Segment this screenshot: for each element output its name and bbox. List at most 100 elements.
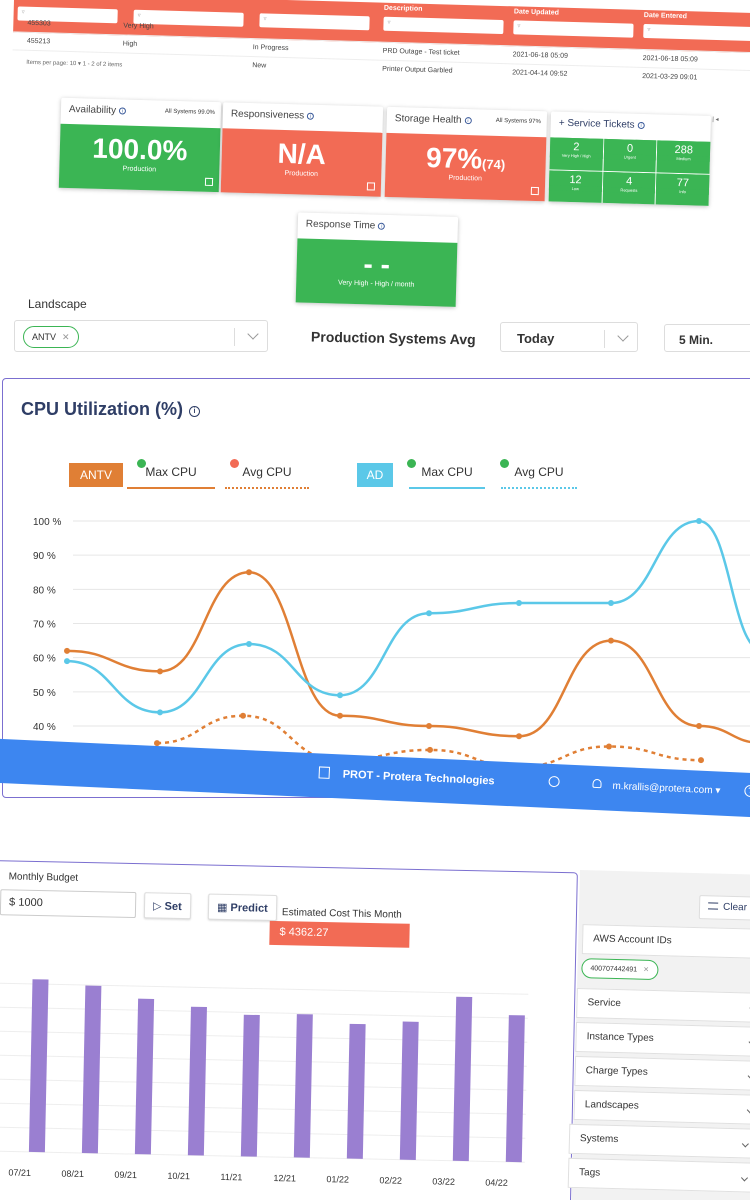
data-point[interactable] <box>64 647 70 654</box>
responsiveness-tile[interactable]: Responsiveness i N/A Production <box>220 102 384 197</box>
user-menu[interactable]: m.krallis@protera.com ▾ <box>612 780 721 797</box>
close-icon[interactable]: ✕ <box>62 332 70 342</box>
data-point[interactable] <box>427 746 433 753</box>
landscapes-filter[interactable]: Landscapes <box>573 1089 750 1125</box>
external-link-icon[interactable] <box>204 177 214 187</box>
col-date-entered[interactable]: Date Entered <box>643 11 688 21</box>
ticket-priority: High <box>122 40 138 48</box>
aws-account-ids-filter[interactable]: AWS Account IDs <box>581 924 750 960</box>
charge-types-filter[interactable]: Charge Types <box>574 1055 750 1091</box>
chevron-down-icon[interactable] <box>741 1140 749 1148</box>
data-point[interactable] <box>157 668 163 675</box>
external-link-icon[interactable] <box>530 186 539 196</box>
data-point[interactable] <box>246 641 252 647</box>
data-point[interactable] <box>64 658 70 665</box>
help-icon[interactable]: ? <box>744 784 750 798</box>
series-line-ad-max-cpu[interactable] <box>66 519 750 714</box>
landscape-chip[interactable]: ANTV ✕ <box>23 326 79 348</box>
count-requests[interactable]: 4 Requests <box>602 171 656 205</box>
bar-09-21[interactable] <box>134 998 155 1155</box>
button-label: Clear <box>722 901 748 914</box>
count-very-high[interactable]: 2 Very High / High <box>549 137 604 171</box>
data-point[interactable] <box>696 723 702 729</box>
aws-account-chip[interactable]: 400707442491 ✕ <box>581 958 659 981</box>
data-point[interactable] <box>154 740 160 747</box>
service-tickets-tile[interactable]: + Service Tickets i 2 Very High / High 0 Ur… <box>548 111 712 206</box>
x-tick-label: 11/21 <box>220 1172 242 1182</box>
y-tick-label: 70 % <box>33 620 56 631</box>
data-point[interactable] <box>516 733 522 740</box>
bar-01-22[interactable] <box>346 1023 366 1159</box>
storage-health-tile[interactable]: Storage Health i All Systems 97% 97%(74) … <box>384 106 548 202</box>
response-time-tile[interactable]: Response Time i - - Very High - High / mo… <box>295 212 459 307</box>
close-icon[interactable]: ✕ <box>643 966 650 974</box>
chevron-down-icon[interactable] <box>247 328 259 340</box>
legend-ad-avg-cpu[interactable]: Avg CPU <box>501 465 577 489</box>
bar-11-21[interactable] <box>240 1014 260 1157</box>
ticket-id: 455303 <box>27 19 51 28</box>
bar-12-21[interactable] <box>293 1014 313 1158</box>
bar-10-21[interactable] <box>187 1006 207 1156</box>
clear-icon <box>708 902 719 910</box>
data-point[interactable] <box>606 743 612 750</box>
landscape-select[interactable]: ANTV ✕ <box>14 320 268 352</box>
tile-title[interactable]: + Service Tickets <box>558 117 635 131</box>
info-icon[interactable]: i <box>464 117 472 125</box>
data-point[interactable] <box>426 610 432 617</box>
data-point[interactable] <box>698 757 704 764</box>
col-date-updated[interactable]: Date Updated <box>513 8 560 17</box>
systems-filter[interactable]: Systems <box>568 1123 750 1159</box>
data-point[interactable] <box>337 712 343 719</box>
bar-03-22[interactable] <box>452 996 473 1162</box>
chip-label: 400707442491 <box>590 965 638 974</box>
data-point[interactable] <box>608 637 614 644</box>
availability-tile[interactable]: Availability i All Systems 99.0% 100.0% P… <box>58 97 222 193</box>
chevron-down-icon[interactable] <box>740 1174 749 1182</box>
bar-02-22[interactable] <box>399 1021 419 1160</box>
interval-select[interactable]: 5 Min. <box>664 324 750 352</box>
y-tick-label: 50 % <box>33 688 56 699</box>
bar-08-21[interactable] <box>81 985 102 1154</box>
clear-button[interactable]: Clear <box>698 895 750 922</box>
data-point[interactable] <box>516 600 522 606</box>
tile-value: - - <box>363 248 391 280</box>
count-low[interactable]: 12 Low <box>548 169 603 203</box>
ticket-status: In Progress <box>252 44 289 53</box>
legend-group-antv: ANTV <box>69 463 123 487</box>
info-icon[interactable]: i <box>307 112 315 120</box>
legend-antv-avg-cpu[interactable]: Avg CPU <box>225 465 309 489</box>
info-icon[interactable]: i <box>118 107 127 115</box>
tenant-name[interactable]: PROT - Protera Technologies <box>342 768 495 788</box>
search-icon[interactable] <box>548 775 560 788</box>
tile-value: 97% <box>425 141 483 175</box>
data-point[interactable] <box>426 723 432 729</box>
data-point[interactable] <box>337 692 343 699</box>
info-icon[interactable]: i <box>378 222 386 230</box>
x-tick-label: 03/22 <box>432 1176 455 1186</box>
external-link-icon[interactable] <box>366 182 376 191</box>
data-point[interactable] <box>240 712 246 719</box>
service-filter[interactable]: Service <box>576 987 750 1023</box>
count-medium[interactable]: 288 Medium <box>656 140 711 174</box>
col-description[interactable]: Description <box>383 4 423 13</box>
bar-04-22[interactable] <box>505 1015 525 1163</box>
legend-antv-max-cpu[interactable]: Max CPU <box>127 465 215 489</box>
data-point[interactable] <box>608 600 614 606</box>
data-point[interactable] <box>696 518 702 524</box>
period-select[interactable]: Today <box>500 322 638 352</box>
data-point[interactable] <box>157 709 163 716</box>
gridline <box>0 1102 526 1115</box>
tags-filter[interactable]: Tags <box>567 1157 750 1193</box>
info-icon[interactable]: i <box>637 121 645 130</box>
data-point[interactable] <box>246 569 252 576</box>
info-icon[interactable]: i <box>189 406 200 417</box>
count-info[interactable]: 77 Info <box>655 172 710 206</box>
bar-07-21[interactable] <box>28 979 49 1153</box>
legend-dot-red <box>230 459 239 468</box>
y-tick-label: 90 % <box>33 551 56 562</box>
legend-ad-max-cpu[interactable]: Max CPU <box>409 465 485 489</box>
count-urgent[interactable]: 0 Urgent <box>603 138 657 172</box>
chevron-down-icon[interactable] <box>617 330 629 342</box>
instance-types-filter[interactable]: Instance Types <box>575 1021 750 1057</box>
filter-label: Systems <box>579 1133 619 1146</box>
